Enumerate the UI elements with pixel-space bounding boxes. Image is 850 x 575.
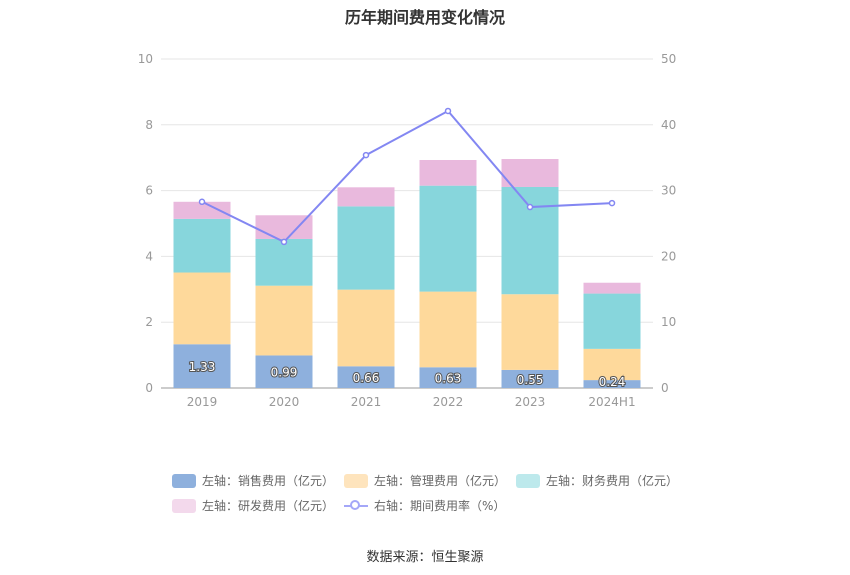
bar-data-label: 0.66 <box>353 371 380 385</box>
bar-segment-3 <box>173 201 231 219</box>
bar-segment-3 <box>255 215 313 239</box>
x-axis-tick-label: 2021 <box>351 395 382 409</box>
expense-rate-point <box>362 151 370 159</box>
left-axis-tick-label: 4 <box>145 249 153 263</box>
bar-data-label: 1.33 <box>189 360 216 374</box>
data-source-note: 数据来源：恒生聚源 <box>366 550 484 565</box>
bar-segment-2 <box>583 293 641 349</box>
bar-segment-1 <box>255 285 313 356</box>
legend-item-sales[interactable]: 左轴：销售费用（亿元） <box>172 472 334 489</box>
bar-segment-0 <box>419 367 477 388</box>
x-axis-tick-label: 2024H1 <box>588 395 635 409</box>
bar-segment-0 <box>255 355 313 388</box>
left-axis-tick-label: 6 <box>145 184 153 198</box>
x-axis-tick-label: 2022 <box>433 395 464 409</box>
bar-segment-3 <box>583 282 641 294</box>
expense-rate-point <box>526 203 534 211</box>
bar-segment-1 <box>337 289 395 367</box>
legend-label-expense-rate: 右轴：期间费用率（%） <box>374 499 506 513</box>
right-axis-tick-label: 50 <box>661 52 676 66</box>
right-axis-tick-label: 30 <box>661 184 676 198</box>
right-axis-tick-label: 40 <box>661 118 676 132</box>
right-axis-tick-label: 0 <box>661 381 669 395</box>
right-axis-tick-label: 20 <box>661 249 676 263</box>
legend-label-rnd: 左轴：研发费用（亿元） <box>202 499 335 513</box>
bar-segment-0 <box>337 366 395 388</box>
legend-item-admin[interactable]: 左轴：管理费用（亿元） <box>344 472 506 489</box>
bar-segment-0 <box>583 380 641 388</box>
bar-segment-3 <box>337 187 395 207</box>
bar-segment-2 <box>419 185 477 292</box>
left-axis-tick-label: 10 <box>138 52 153 66</box>
right-axis-tick-label: 10 <box>661 315 676 329</box>
legend-label-sales: 左轴：销售费用（亿元） <box>202 474 335 488</box>
expense-rate-point <box>608 199 616 207</box>
bar-segment-3 <box>419 160 477 186</box>
x-axis-tick-label: 2023 <box>515 395 546 409</box>
left-axis-tick-label: 2 <box>145 315 153 329</box>
bar-data-label: 0.99 <box>271 366 298 380</box>
bar-data-label: 0.63 <box>435 372 462 386</box>
bar-segment-0 <box>173 344 231 388</box>
x-axis-tick-label: 2020 <box>269 395 300 409</box>
legend-swatch-rnd <box>172 498 196 513</box>
legend-swatch-finance <box>516 473 540 488</box>
legend-swatch-sales <box>172 473 196 488</box>
bar-segment-0 <box>501 369 559 388</box>
bar-segment-3 <box>501 159 559 187</box>
legend-swatch-admin <box>344 473 368 488</box>
bar-segment-1 <box>173 272 231 345</box>
bar-segment-2 <box>337 206 395 290</box>
bar-segment-2 <box>501 186 559 295</box>
expense-rate-point <box>198 198 206 206</box>
legend-label-admin: 左轴：管理费用（亿元） <box>374 474 507 488</box>
expense-rate-point <box>444 107 452 115</box>
bar-segment-1 <box>419 291 477 368</box>
bar-segment-2 <box>173 218 231 273</box>
bar-segment-2 <box>255 238 313 286</box>
expense-rate-point <box>280 238 288 246</box>
bar-data-label: 0.55 <box>517 373 544 387</box>
legend-item-finance[interactable]: 左轴：财务费用（亿元） <box>516 472 678 489</box>
bar-data-label: 0.24 <box>599 375 626 389</box>
bar-segment-1 <box>583 348 641 381</box>
bar-segment-1 <box>501 294 559 370</box>
left-axis-tick-label: 0 <box>145 381 153 395</box>
expense-rate-line <box>201 109 613 244</box>
legend-item-rnd[interactable]: 左轴：研发费用（亿元） <box>172 497 334 514</box>
legend-label-finance: 左轴：财务费用（亿元） <box>546 474 679 488</box>
left-axis-tick-label: 8 <box>145 118 153 132</box>
chart-title: 历年期间费用变化情况 <box>344 8 505 27</box>
legend-item-expense-rate[interactable]: 右轴：期间费用率（%） <box>344 497 505 514</box>
legend-line-marker-icon <box>344 499 368 513</box>
x-axis-tick-label: 2019 <box>187 395 218 409</box>
